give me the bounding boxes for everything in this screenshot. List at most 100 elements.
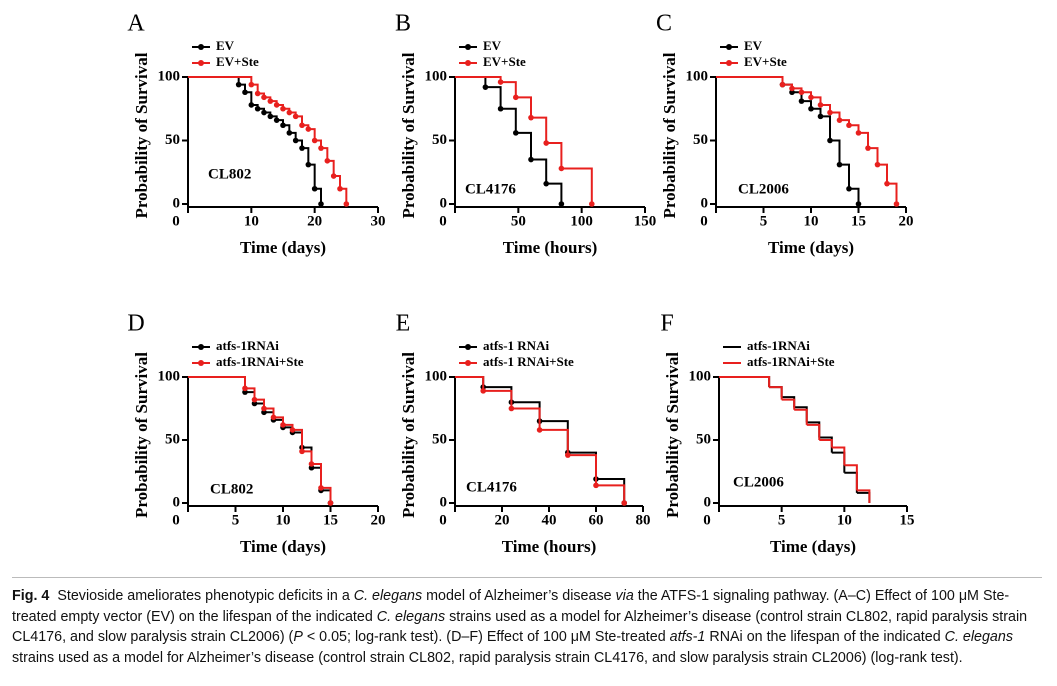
survival-step (483, 386, 513, 403)
survival-step (567, 451, 597, 480)
survival-step (546, 182, 563, 204)
x-tick-label: 5 (232, 512, 240, 528)
survival-step (254, 398, 265, 409)
x-tick-label: 5 (778, 512, 786, 528)
survival-point (343, 201, 350, 207)
survival-step (531, 116, 548, 144)
survival-point (327, 500, 334, 506)
strain-label: CL4176 (466, 479, 517, 495)
survival-step (839, 163, 850, 189)
legend-marker (198, 344, 204, 350)
survival-step (511, 401, 541, 422)
y-tick-label: 0 (440, 494, 448, 510)
x-tick-label: 0 (700, 213, 708, 229)
legend-label: EV+Ste (744, 54, 787, 69)
x-tick-label: 50 (511, 213, 526, 229)
x-tick-label: 0 (172, 213, 180, 229)
caption-text: C. elegans (376, 608, 446, 625)
survival-step (831, 446, 846, 466)
y-axis-title: Probability of Survival (660, 52, 679, 218)
survival-step (455, 76, 487, 88)
x-tick-label: 100 (570, 213, 593, 229)
x-tick-label: 20 (495, 512, 510, 528)
legend-label: atfs-1 RNAi (483, 338, 549, 353)
panel-label: E (396, 311, 411, 337)
survival-step (877, 163, 888, 184)
x-tick-label: 20 (371, 512, 386, 528)
strain-label: CL802 (210, 481, 253, 497)
panel-label: B (395, 11, 411, 37)
x-tick-label: 30 (371, 213, 386, 229)
survival-step (794, 408, 808, 425)
x-tick-label: 10 (804, 213, 819, 229)
panel-label: A (127, 11, 145, 37)
survival-step (302, 450, 313, 464)
legend-label: EV (483, 38, 502, 53)
legend-marker (726, 44, 732, 50)
caption-text: model of Alzheimer’s disease (422, 588, 616, 604)
caption-text: P (293, 629, 303, 645)
survival-point (589, 201, 595, 207)
survival-step (264, 407, 275, 418)
x-axis-title: Time (hours) (502, 537, 597, 556)
x-tick-label: 10 (276, 512, 291, 528)
survival-step (849, 187, 860, 204)
y-tick-label: 50 (432, 431, 447, 447)
survival-step (485, 86, 502, 109)
x-tick-label: 0 (439, 213, 447, 229)
y-tick-label: 50 (165, 132, 180, 148)
survival-step (719, 376, 771, 388)
survival-step (546, 142, 563, 169)
legend-label: EV (216, 38, 235, 53)
caption-text: < 0.05; log-rank test). (D–F) Effect of … (302, 629, 670, 645)
legend-marker (198, 360, 204, 366)
survival-step (308, 163, 316, 189)
survival-step (321, 147, 329, 161)
survival-step (539, 420, 569, 453)
legend-label: atfs-1 RNAi+Ste (483, 354, 574, 369)
survival-step (511, 407, 541, 430)
survival-step (716, 76, 784, 85)
survival-step (311, 462, 322, 488)
y-tick-label: 100 (689, 368, 712, 384)
legend-marker (465, 344, 471, 350)
caption-text: RNAi on the lifespan of the indicated (705, 629, 945, 645)
x-tick-label: 20 (899, 213, 914, 229)
survival-step (844, 471, 858, 493)
survival-step (340, 187, 348, 204)
x-tick-label: 15 (323, 512, 338, 528)
legend-label: atfs-1RNAi+Ste (747, 354, 835, 369)
survival-step (781, 396, 796, 408)
survival-step (858, 131, 869, 149)
y-tick-label: 0 (704, 494, 712, 510)
y-tick-label: 100 (686, 68, 709, 84)
y-tick-label: 50 (432, 132, 447, 148)
y-tick-label: 50 (165, 431, 180, 447)
survival-step (868, 147, 879, 165)
y-tick-label: 0 (173, 195, 181, 211)
survival-step (302, 147, 310, 165)
y-tick-label: 0 (440, 195, 448, 211)
strain-label: CL802 (208, 166, 251, 182)
survival-step (781, 398, 796, 410)
y-tick-label: 100 (425, 368, 448, 384)
survival-step (831, 451, 846, 473)
survival-step (251, 83, 259, 94)
survival-step (455, 376, 485, 388)
x-tick-label: 5 (760, 213, 768, 229)
y-tick-label: 100 (158, 368, 181, 384)
panel-label: C (656, 11, 672, 37)
survival-step (561, 167, 593, 204)
strain-label: CL2006 (738, 181, 789, 197)
survival-step (333, 175, 341, 189)
y-tick-label: 0 (701, 195, 709, 211)
x-axis-title: Time (days) (240, 537, 326, 556)
survival-step (887, 182, 898, 204)
survival-step (245, 387, 256, 400)
panel-label: F (660, 311, 673, 337)
survival-step (188, 76, 240, 85)
legend-label: EV+Ste (216, 54, 259, 69)
survival-step (830, 139, 841, 165)
